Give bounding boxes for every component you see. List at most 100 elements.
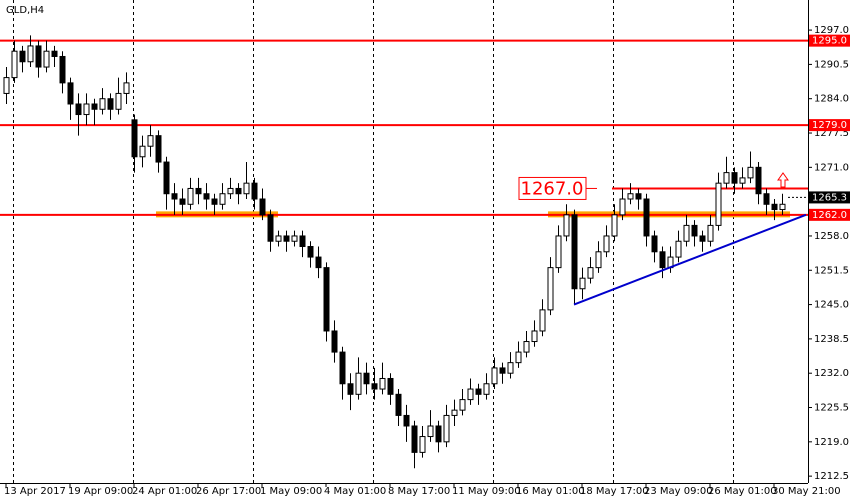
x-tick-label: 23 May 09:00 [644, 486, 713, 497]
candle-body [507, 362, 514, 374]
candle-body [51, 50, 58, 57]
candle-body [75, 103, 82, 116]
x-tick-label: 24 Apr 01:00 [132, 486, 197, 497]
candle-body [219, 193, 226, 205]
y-tick-label: 1212.5 [814, 471, 849, 482]
level-label-box [809, 119, 850, 132]
candle-body [243, 182, 250, 195]
y-tick-label: 1245.0 [814, 300, 849, 311]
candle-body [35, 45, 42, 68]
candle-body [483, 383, 490, 395]
candle-body [563, 214, 570, 237]
x-tick-label: 30 May 21:00 [772, 486, 841, 497]
level-label-box [809, 34, 850, 47]
candle-body [115, 92, 122, 110]
candle-body [419, 436, 426, 453]
candle-body [27, 45, 34, 63]
candle-body [451, 409, 458, 416]
candle-body [283, 235, 290, 242]
y-tick-label: 1297.0 [814, 25, 849, 36]
candle-body [435, 425, 442, 443]
candle-body [11, 50, 18, 79]
trendline [573, 213, 807, 306]
x-tick-label: 19 Apr 09:00 [68, 486, 133, 497]
candle-body [227, 187, 234, 195]
candle-body [731, 172, 738, 184]
candle-body [395, 393, 402, 416]
candle-body [515, 351, 522, 364]
candle-body [195, 187, 202, 195]
candle-body [443, 414, 450, 443]
candle-body [107, 98, 114, 110]
x-tick-label: 1 May 09:00 [260, 486, 322, 497]
candle-body [659, 251, 666, 269]
candle-body [467, 388, 474, 401]
x-tick-label: 4 May 01:00 [324, 486, 386, 497]
candle-body [571, 214, 578, 290]
candle-body [459, 399, 466, 411]
candle-body [139, 145, 146, 158]
candle-body [355, 372, 362, 395]
candle-body [187, 187, 194, 205]
current-price-box [809, 191, 850, 204]
candle-body [259, 198, 266, 216]
candle-body [611, 214, 618, 237]
level-label: 1262.0 [812, 210, 847, 221]
candle-body [59, 55, 66, 84]
annotation-label: 1267.0 [521, 178, 584, 199]
candle-body [131, 119, 138, 158]
candle-body [323, 267, 330, 332]
candle-body [531, 330, 538, 343]
candle-body [43, 50, 50, 68]
candle-body [603, 235, 610, 253]
candle-body [539, 309, 546, 332]
candle-body [747, 166, 754, 179]
candle-body [411, 425, 418, 453]
candle-body [99, 98, 106, 110]
candle-body [675, 240, 682, 258]
candle-body [499, 367, 506, 374]
y-tick-label: 1219.0 [814, 437, 849, 448]
x-tick-label: 26 Apr 17:00 [196, 486, 261, 497]
chart-title: GLD,H4 [6, 5, 44, 16]
candle-body [555, 235, 562, 269]
candle-body [211, 198, 218, 205]
y-tick-label: 1284.0 [814, 94, 849, 105]
candle-body [331, 330, 338, 353]
candle-body [707, 224, 714, 242]
candle-body [275, 235, 282, 242]
candle-body [251, 182, 258, 200]
y-tick-label: 1251.5 [814, 265, 849, 276]
candle-body [163, 161, 170, 195]
candle-body [595, 251, 602, 269]
x-tick-label: 8 May 17:00 [388, 486, 450, 497]
candle-body [347, 383, 354, 395]
candle-body [587, 267, 594, 279]
up-arrow [777, 172, 789, 188]
candle-body [643, 198, 650, 237]
y-tick-label: 1238.5 [814, 334, 849, 345]
candle-body [147, 135, 154, 147]
candle-body [627, 193, 634, 200]
candle-body [171, 193, 178, 200]
candle-body [387, 377, 394, 395]
candle-body [579, 277, 586, 290]
candle-body [763, 193, 770, 205]
candle-body [427, 425, 434, 438]
candle-body [299, 235, 306, 248]
candle-body [123, 82, 130, 94]
candle-body [19, 50, 26, 63]
candle-body [699, 235, 706, 242]
candle-body [779, 203, 786, 211]
y-tick-label: 1258.0 [814, 231, 849, 242]
current-price-label: 1265.3 [812, 192, 847, 203]
candle-body [771, 203, 778, 211]
level-label: 1279.0 [812, 120, 847, 131]
candle-body [155, 135, 162, 163]
candle-body [635, 193, 642, 200]
candle-body [755, 166, 762, 195]
candle-body [363, 372, 370, 385]
candle-body [379, 377, 386, 390]
candle-body [307, 246, 314, 258]
